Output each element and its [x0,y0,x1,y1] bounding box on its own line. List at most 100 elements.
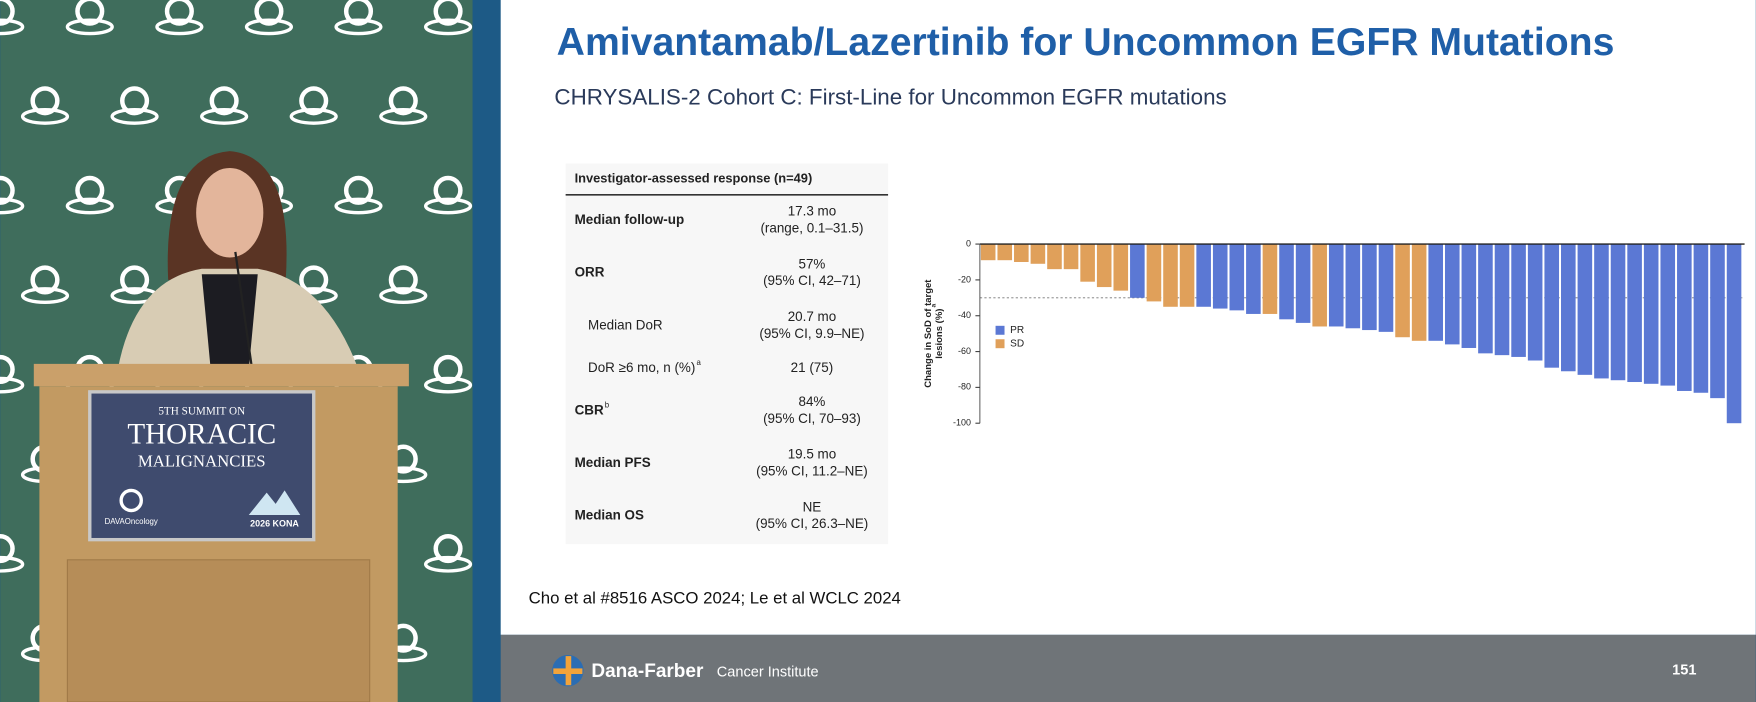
podium-panel [66,559,371,702]
backdrop-logo [200,108,249,125]
backdrop-logo [110,108,159,125]
bar [1163,244,1178,307]
row-value: 20.7 mo [788,309,837,324]
legend-swatch [995,339,1005,349]
bar [1262,244,1278,314]
bar [1660,244,1676,386]
y-tick-label: -100 [953,418,971,428]
backdrop-logo [0,175,15,205]
y-tick-label: -60 [958,346,971,356]
y-axis-label: Change in SoD of target lesions (%) a [923,279,945,388]
backdrop-logo [164,0,194,26]
bar [1378,244,1394,332]
bar [1362,244,1377,331]
bar [1610,244,1626,381]
speaker-top [201,274,258,370]
bar [1577,244,1593,375]
legend-swatch [995,325,1005,335]
bar [1130,244,1145,298]
backdrop-logo [343,175,374,205]
bar [1146,244,1162,302]
backdrop-logo [75,0,105,26]
backdrop-logo [155,18,204,36]
row-label: ORR [575,265,605,280]
footer-logo-cross [553,668,583,675]
bar [1312,244,1327,327]
bar [1494,244,1510,356]
backdrop-logo [423,197,473,215]
y-tick-label: -80 [958,382,971,392]
backdrop-logo [0,376,25,394]
bar [1212,244,1228,309]
legend-label: PR [1010,325,1024,336]
legend-label: SD [1010,338,1024,349]
bar [1461,244,1477,348]
backdrop-logo [0,0,15,26]
y-tick-label: -40 [958,310,971,320]
bar [1030,244,1046,264]
row-label-sup: a [696,358,701,367]
microphone [234,251,254,370]
backdrop-logo [423,376,473,394]
row-value: 17.3 mo [788,204,837,219]
citation: Cho et al #8516 ASCO 2024; Le et al WCLC… [529,588,901,607]
bar [1710,244,1725,399]
bar [1063,244,1079,270]
bar [1693,244,1709,393]
row-value: 57% [799,256,826,271]
row-value: 84% [799,394,826,409]
backdrop-logo [388,265,418,295]
bar [1080,244,1095,282]
y-axis-label-line: lesions (%) [934,309,945,359]
backdrop-logo [379,108,428,125]
backdrop-logo [0,197,25,215]
sign-mountains [248,490,301,516]
slide-subtitle: CHRYSALIS-2 Cohort C: First-Line for Unc… [554,84,1226,109]
bar [1726,244,1742,424]
backdrop-logo [379,287,428,304]
page-number: 151 [1672,662,1696,678]
bar [1196,244,1211,307]
backdrop-logo [334,197,383,215]
row-label-sup: b [605,400,610,409]
row-value: 21 (75) [791,360,834,375]
row-value: NE [803,499,822,514]
bar [1594,244,1609,379]
row-value: 19.5 mo [788,447,837,462]
backdrop-logo [120,265,150,295]
bar [1511,244,1526,357]
backdrop-logo [343,0,374,26]
row-value: (95% CI, 9.9–NE) [759,326,864,341]
backdrop-logo [0,534,15,564]
bar [1627,244,1642,383]
backdrop-logo [20,287,70,304]
backdrop-logo [299,265,329,295]
backdrop-logo [388,86,418,116]
bar [1246,244,1261,314]
sign-event: 2026 KONA [250,518,299,528]
backdrop-logo [423,18,473,36]
row-label: Median PFS [575,455,651,470]
y-tick-label: -20 [958,274,971,284]
backdrop-logo [0,354,15,385]
backdrop-logo [75,175,105,205]
backdrop-logo [0,18,25,36]
row-label: Median OS [575,508,644,523]
row-value: (95% CI, 70–93) [763,411,861,426]
backdrop-logo [20,108,70,125]
backdrop-logo [30,86,60,116]
backdrop-logo [289,108,338,125]
bar [1096,244,1112,288]
row-label: Median DoR [588,317,663,332]
bar [997,244,1013,261]
footer-institute: Cancer Institute [717,665,819,681]
bar [1047,244,1062,270]
footer-bar [500,634,1756,702]
sign-logo [119,488,143,513]
bar [1677,244,1692,391]
frame-border [472,0,501,702]
backdrop-logo [65,18,114,36]
bar [1345,244,1361,329]
